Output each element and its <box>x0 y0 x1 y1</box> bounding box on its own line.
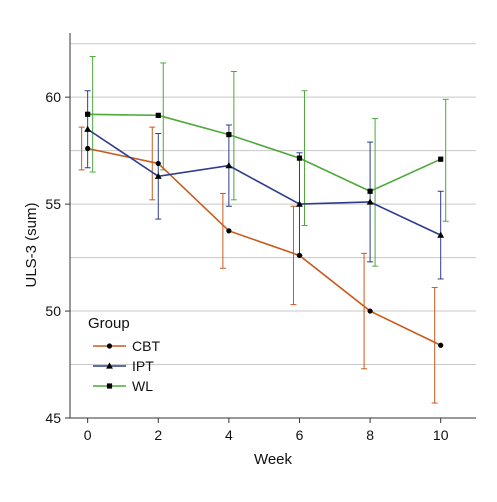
y-tick-label: 50 <box>45 303 61 319</box>
y-tick-label: 60 <box>45 89 61 105</box>
x-tick-label: 10 <box>433 427 449 443</box>
wl-point <box>296 155 303 161</box>
x-tick-label: 4 <box>225 427 233 443</box>
cbt-point <box>155 160 161 167</box>
x-tick-label: 0 <box>84 427 92 443</box>
cbt-point <box>296 252 303 259</box>
wl-point <box>226 131 232 138</box>
x-tick-label: 6 <box>296 427 304 443</box>
y-axis-title: ULS-3 (sum) <box>23 202 40 287</box>
ipt-point <box>225 162 233 169</box>
ipt-point <box>154 172 162 179</box>
gridlines <box>70 43 476 366</box>
series-markers <box>84 111 445 348</box>
axes: 45 50 55 60 0 2 4 6 8 10 <box>45 33 476 443</box>
legend-title: Group <box>88 315 130 332</box>
y-tick-label: 55 <box>45 196 61 212</box>
legend-marker-wl <box>106 383 113 389</box>
legend: Group CBT IPT WL <box>88 315 160 394</box>
x-tick-label: 2 <box>154 427 162 443</box>
error-bars <box>78 56 449 404</box>
cbt-point <box>367 308 373 314</box>
legend-label-wl: WL <box>132 378 153 394</box>
wl-series-line <box>87 113 442 193</box>
legend-marker-cbt <box>106 343 113 349</box>
series-lines <box>87 113 442 346</box>
legend-label-cbt: CBT <box>132 338 160 354</box>
ipt-series-line <box>87 128 442 236</box>
y-tick-label: 45 <box>45 410 61 426</box>
cbt-point <box>438 342 444 348</box>
cbt-series-line <box>87 147 442 346</box>
ipt-point <box>437 231 445 238</box>
wl-point <box>367 188 373 194</box>
ipt-point <box>366 198 374 205</box>
legend-marker-ipt <box>106 362 113 369</box>
ipt-point <box>84 125 92 132</box>
ipt-point <box>296 200 303 207</box>
cbt-point <box>226 228 232 234</box>
wl-point <box>155 112 161 118</box>
wl-point <box>438 156 444 162</box>
x-tick-label: 8 <box>366 427 374 443</box>
cbt-point <box>85 145 91 152</box>
wl-point <box>85 111 91 117</box>
legend-label-ipt: IPT <box>132 358 154 374</box>
x-axis-title: Week <box>254 451 293 468</box>
